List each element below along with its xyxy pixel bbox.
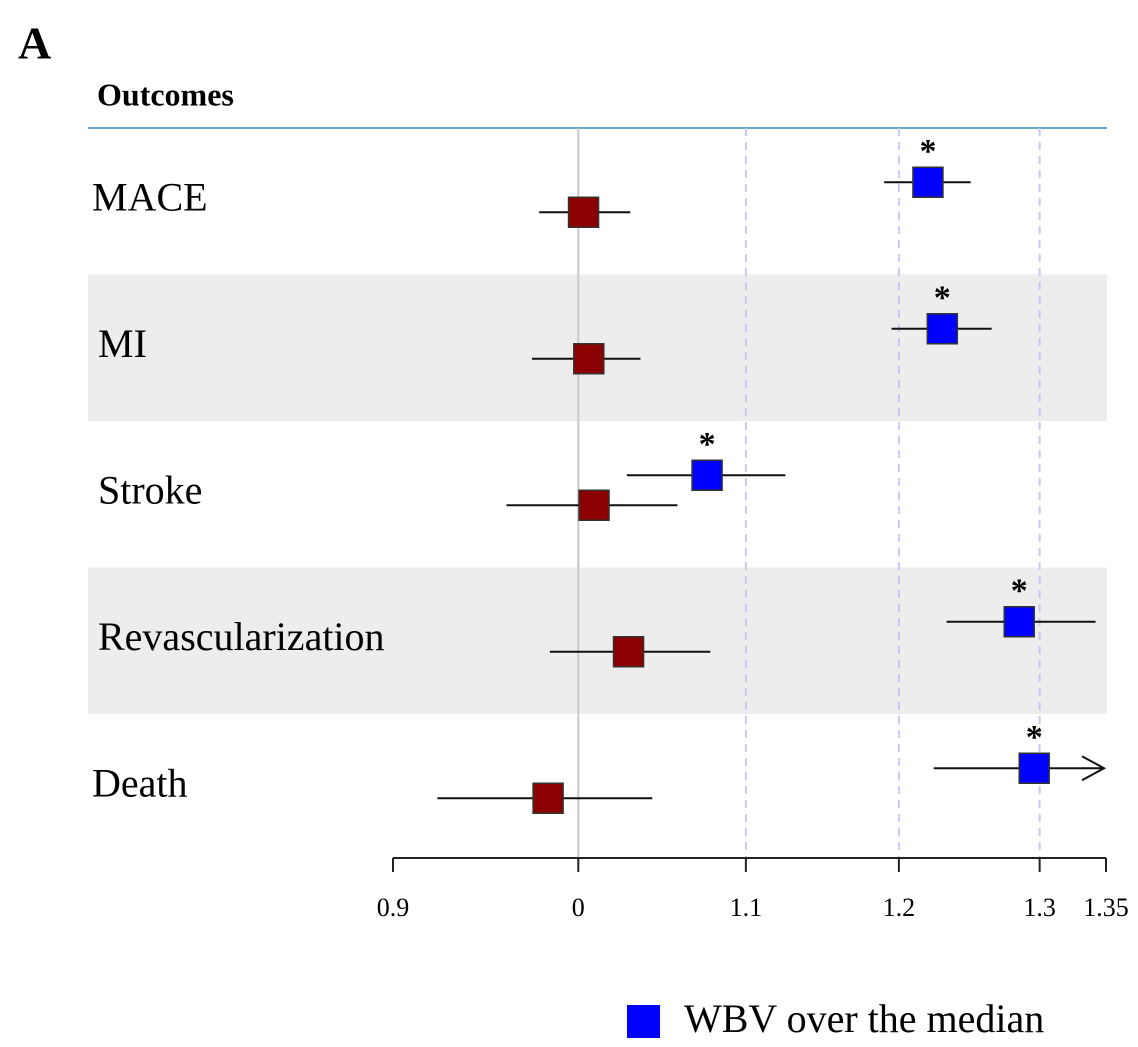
point-box (1018, 752, 1050, 784)
category-label: MI (98, 321, 147, 366)
significance-mark: * (919, 133, 936, 170)
x-tick-label: 1.2 (883, 893, 916, 922)
significance-mark: * (934, 280, 951, 317)
category-label: Death (92, 760, 188, 805)
point-box (691, 459, 723, 491)
legend-swatch (627, 1005, 660, 1038)
x-tick-label: 0 (572, 893, 585, 922)
x-tick-label: 0.9 (377, 893, 410, 922)
significance-mark: * (1026, 719, 1043, 756)
x-tick-label: 1.1 (730, 893, 763, 922)
panel-label: A (18, 18, 51, 69)
significance-mark: * (1011, 573, 1028, 610)
point-box (532, 782, 564, 814)
point-box (578, 489, 610, 521)
header: Outcomes (97, 76, 234, 112)
legend-label: WBV over the median (684, 996, 1044, 1041)
row-band (88, 567, 1107, 714)
point-box (612, 636, 645, 668)
point-box (567, 196, 600, 228)
category-label: Stroke (98, 467, 202, 512)
x-tick-label: 1.35 (1083, 893, 1129, 922)
significance-mark: * (699, 426, 716, 463)
point-box (912, 166, 944, 198)
point-box (926, 313, 959, 345)
point-box (573, 343, 605, 375)
category-label: MACE (92, 174, 208, 219)
x-tick-label: 1.3 (1023, 893, 1056, 922)
point-box (1003, 606, 1035, 638)
ci-arrow (1081, 755, 1107, 782)
category-label: Revascularization (98, 614, 385, 659)
